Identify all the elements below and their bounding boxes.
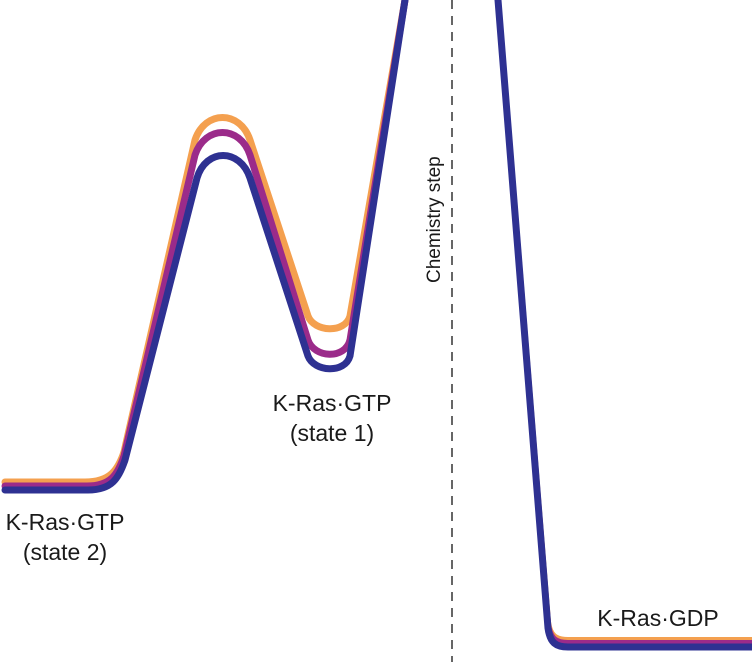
state2-sub: (state 2) bbox=[22, 539, 108, 565]
blue-curve-left bbox=[1, 0, 409, 494]
orange-curve-right bbox=[495, 0, 752, 643]
state2-label: K-Ras·GTP (state 2) bbox=[0, 507, 130, 567]
state1-label: K-Ras·GTP (state 1) bbox=[262, 388, 402, 448]
chemistry-step-label: Chemistry step bbox=[424, 156, 445, 283]
state1-name: K-Ras·GTP bbox=[272, 390, 392, 416]
product-name: K-Ras·GDP bbox=[597, 605, 719, 631]
state1-sub: (state 1) bbox=[289, 420, 375, 446]
purple-curve-right bbox=[495, 0, 752, 646]
product-label: K-Ras·GDP bbox=[588, 603, 728, 633]
blue-curve-right bbox=[494, 0, 752, 651]
state2-name: K-Ras·GTP bbox=[5, 509, 125, 535]
